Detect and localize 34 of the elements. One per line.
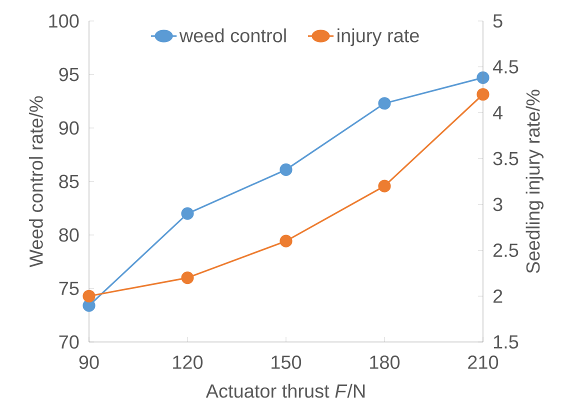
- point: [82, 290, 96, 302]
- x-tick-label: 90: [79, 356, 99, 369]
- y-tick-label: 70: [59, 335, 79, 349]
- x-axis-title: Actuator thrust F/N: [206, 384, 365, 398]
- y2-tick-label: 2.5: [493, 244, 518, 258]
- y2-tick-label: 2: [493, 289, 502, 303]
- point: [181, 271, 194, 284]
- x-tick-label: 180: [370, 356, 400, 369]
- y-axis-title: Weed control rate/%: [28, 96, 43, 268]
- point: [280, 163, 292, 176]
- x-tick-label: 210: [468, 356, 498, 369]
- point: [476, 71, 490, 84]
- point: [280, 234, 292, 248]
- y2-tick-label: 4.5: [492, 60, 518, 74]
- x-tick-label: 120: [173, 356, 203, 369]
- point: [378, 180, 391, 192]
- legend-label: injury rate: [338, 28, 419, 46]
- y-tick-label: 100: [49, 14, 79, 28]
- y2-tick-label: 3.5: [493, 152, 518, 166]
- y2-tick-label: 5: [493, 14, 502, 28]
- point: [181, 207, 194, 220]
- y2-tick-label: 3: [493, 198, 502, 212]
- x-tick-label: 150: [272, 356, 302, 369]
- y2-axis-title: Seedling injury rate/%: [526, 90, 544, 274]
- point: [476, 88, 490, 101]
- y-tick-label: 75: [59, 282, 79, 296]
- y-tick-label: 95: [59, 68, 79, 82]
- y-tick-label: 90: [59, 121, 79, 135]
- y2-tick-label: 4: [492, 106, 503, 120]
- legend-label: weed control: [179, 28, 286, 42]
- y-tick-label: 80: [59, 228, 79, 242]
- y-tick-label: 85: [59, 174, 79, 188]
- point: [378, 97, 391, 110]
- y2-tick-label: 1.5: [494, 335, 518, 349]
